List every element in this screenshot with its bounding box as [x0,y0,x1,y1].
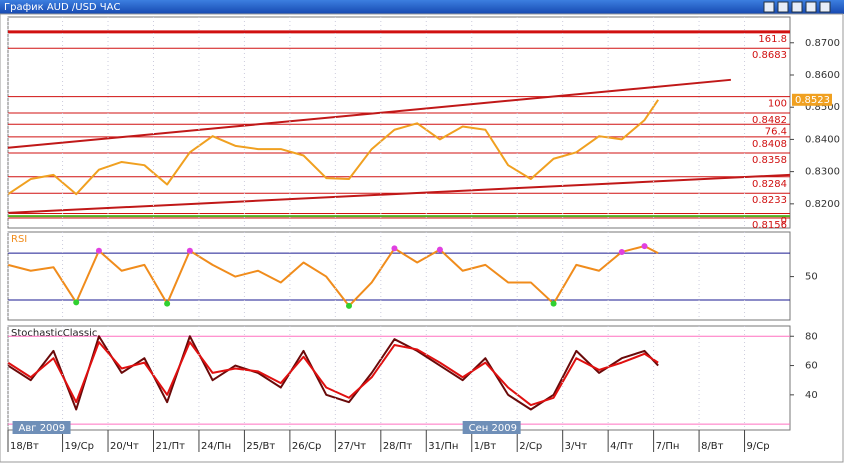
y-tick-label: 0.8700 [805,38,840,49]
panel-title: RSI [11,234,27,245]
rsi-extreme [391,245,398,252]
last-price-box [792,93,832,106]
month-box [12,421,71,434]
x-tick-label: 9/Ср [747,441,770,452]
month-label: Сен 2009 [469,423,517,434]
price-line [7,245,659,307]
rsi-extreme [641,243,648,250]
x-tick-label: 24/Пн [201,441,231,452]
level-label: 0.8358 [752,155,787,166]
x-tick-label: 26/Ср [292,441,321,452]
rsi-extreme [345,302,352,309]
x-tick-label: 7/Пн [656,441,680,452]
price-line [7,99,659,196]
x-tick-label: 31/Пн [428,441,458,452]
stoch-line [7,335,659,411]
x-tick-label: 20/Чт [110,441,139,452]
y-tick-label: 50 [805,272,818,283]
level-label: 0 [781,216,787,227]
panel [7,325,791,431]
level-label: 76.4 [765,126,787,137]
window-title: График AUD /USD ЧАС [4,2,120,13]
x-tick-label: 25/Вт [246,441,275,452]
rsi-extreme [436,246,443,253]
rsi-extreme [73,299,80,306]
title-bar [0,0,844,14]
trend-line [7,78,731,149]
stoch-line [7,341,659,407]
panel-title: StochasticClassic [11,328,97,339]
x-tick-label: 21/Пт [155,441,185,452]
rsi-extreme [618,248,625,255]
y-tick-label: 0.8500 [805,102,840,113]
y-tick-label: 0.8400 [805,134,840,145]
x-tick-label: 1/Вт [474,441,497,452]
x-tick-label: 28/Пт [383,441,413,452]
level-label: 0.8284 [752,179,787,190]
level-label: 0.8482 [752,115,787,126]
frame [0,13,844,463]
x-tick-label: 8/Вт [701,441,724,452]
rsi-extreme [95,247,102,254]
level-label: 0.8233 [752,195,787,206]
window-buttons[interactable] [763,1,831,13]
y-tick-label: 40 [805,390,818,401]
y-tick-label: 80 [805,331,818,342]
month-label: Авг 2009 [19,423,66,434]
month-box [462,421,521,434]
level-label: 0.8683 [752,50,787,61]
x-tick-label: 19/Ср [65,441,94,452]
y-tick-label: 60 [805,361,818,372]
level-label: 161.8 [758,34,787,45]
y-tick-label: 0.8600 [805,70,840,81]
x-tick-label: 2/Ср [519,441,542,452]
x-tick-label: 4/Пт [610,441,633,452]
rsi-extreme [186,247,193,254]
trend-line [7,173,791,214]
level-label: 100 [768,99,787,110]
rsi-extreme [550,300,557,307]
x-tick-label: 27/Чт [337,441,366,452]
level-label: 0.8156 [752,220,787,231]
x-tick-label: 18/Вт [10,441,39,452]
last-price: 0.8523 [795,95,830,106]
panel [7,231,791,321]
x-tick-label: 3/Чт [565,441,588,452]
rsi-extreme [164,300,171,307]
y-tick-label: 0.8300 [805,167,840,178]
y-tick-label: 0.8200 [805,199,840,210]
level-label: 0.8408 [752,139,787,150]
